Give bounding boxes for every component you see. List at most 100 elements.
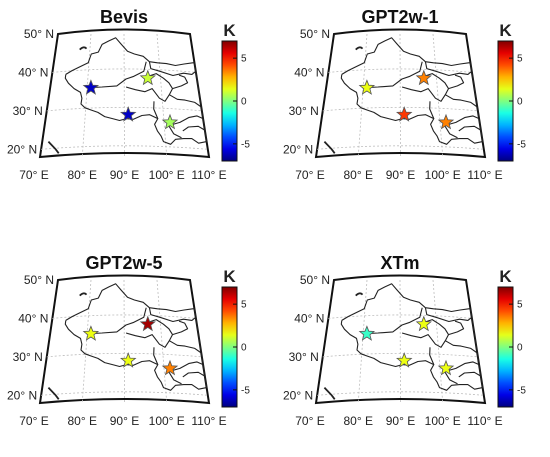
longitude-label: 80° E	[68, 414, 97, 428]
province-border	[362, 61, 423, 89]
latitude-label: 50° N	[300, 273, 330, 287]
province-border	[362, 307, 423, 335]
colorbar-tick-label: 0	[517, 97, 523, 108]
coastline	[323, 387, 336, 400]
longitude-label: 80° E	[344, 168, 373, 182]
coastline	[79, 292, 88, 297]
longitude-label: 90° E	[386, 168, 415, 182]
meridian-line	[81, 279, 92, 404]
station-star	[161, 113, 179, 130]
province-border	[148, 61, 197, 77]
province-border	[444, 372, 458, 385]
station-star	[396, 106, 413, 122]
province-border	[153, 101, 159, 119]
coastline	[355, 46, 364, 51]
province-border	[424, 61, 473, 77]
meridian-line	[123, 33, 125, 158]
longitude-label: 70° E	[295, 168, 324, 182]
longitude-label: 110° E	[467, 414, 502, 428]
province-border	[86, 307, 147, 335]
province-border	[148, 307, 197, 323]
province-border	[169, 340, 202, 354]
coastline	[47, 141, 60, 154]
province-border	[182, 125, 206, 132]
latitude-label: 30° N	[13, 104, 43, 118]
latitude-label: 30° N	[13, 350, 43, 364]
latitude-label: 40° N	[294, 311, 324, 325]
longitude-label: 90° E	[110, 414, 139, 428]
province-border	[444, 126, 458, 139]
province-border	[182, 371, 206, 378]
coastline	[47, 387, 60, 400]
panel-title: XTm	[380, 253, 419, 273]
latitude-label: 50° N	[24, 27, 54, 41]
colorbar-tick-label: 0	[241, 343, 247, 354]
province-border	[169, 94, 202, 108]
latitude-label: 20° N	[283, 388, 313, 402]
parallel-line	[46, 352, 202, 358]
colorbar-tick-label: -5	[517, 385, 526, 396]
meridian-line	[432, 279, 444, 404]
longitude-label: 70° E	[295, 414, 324, 428]
province-border	[429, 101, 435, 119]
station-star	[358, 79, 376, 95]
province-border	[168, 372, 182, 385]
meridian-line	[399, 33, 401, 158]
panel-title: Bevis	[100, 7, 148, 27]
province-border	[429, 347, 435, 365]
map-panel: Bevis 50° N 40° N 30° N 20° N 70° E 80° E 90° E…	[7, 7, 250, 182]
station-star	[415, 315, 432, 332]
latitude-label: 40° N	[18, 311, 48, 325]
longitude-label: 110° E	[467, 168, 502, 182]
station-star	[415, 69, 432, 86]
province-border	[86, 61, 147, 89]
meridian-line	[156, 279, 168, 404]
station-star	[120, 106, 137, 122]
parallel-line	[46, 106, 202, 112]
country-border	[340, 283, 484, 391]
latitude-label: 20° N	[7, 388, 37, 402]
parallel-line	[322, 106, 478, 112]
longitude-label: 70° E	[19, 414, 48, 428]
meridian-line	[81, 33, 92, 158]
station-star	[437, 113, 455, 130]
latitude-label: 20° N	[283, 142, 313, 156]
latitude-label: 30° N	[289, 104, 319, 118]
province-border	[458, 371, 482, 378]
province-border	[448, 74, 465, 90]
panel-title: GPT2w-1	[361, 7, 438, 27]
province-border	[170, 361, 204, 372]
parallel-line	[328, 314, 472, 319]
longitude-label: 100° E	[425, 414, 461, 428]
country-border	[340, 37, 484, 145]
colorbar-tick-label: 5	[517, 54, 523, 65]
colorbar-tick-label: 5	[517, 300, 523, 311]
latitude-label: 40° N	[18, 65, 48, 79]
longitude-label: 80° E	[68, 168, 97, 182]
longitude-label: 80° E	[344, 414, 373, 428]
province-border	[445, 340, 478, 354]
map-panel: GPT2w-5 50° N 40° N 30° N 20° N 70° E 80° E 90°…	[7, 253, 250, 428]
parallel-line	[322, 352, 478, 358]
meridian-line	[432, 33, 444, 158]
colorbar-unit-label: K	[223, 21, 236, 40]
province-border	[172, 320, 189, 336]
province-border	[446, 361, 480, 372]
parallel-line	[52, 68, 196, 73]
longitude-label: 70° E	[19, 168, 48, 182]
colorbar-tick-label: 5	[241, 54, 247, 65]
province-border	[445, 94, 478, 108]
station-star	[358, 325, 376, 341]
colorbar-tick-label: -5	[241, 139, 250, 150]
latitude-label: 20° N	[7, 142, 37, 156]
colorbar-unit-label: K	[223, 267, 236, 286]
coastline	[79, 46, 88, 51]
station-star	[396, 352, 413, 368]
station-star	[161, 359, 179, 376]
latitude-label: 50° N	[24, 273, 54, 287]
province-border	[168, 126, 182, 139]
parallel-line	[52, 314, 196, 319]
colorbar-unit-label: K	[499, 267, 512, 286]
latitude-label: 40° N	[294, 65, 324, 79]
colorbar-tick-label: 0	[241, 97, 247, 108]
